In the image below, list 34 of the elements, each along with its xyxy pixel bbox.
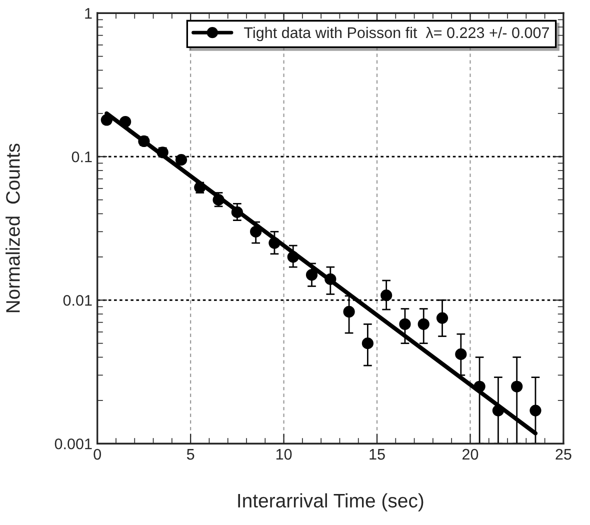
point: [120, 116, 132, 128]
y-tick-label: 0.01: [63, 294, 92, 306]
point: [324, 273, 336, 285]
point: [175, 154, 188, 166]
y-axis-title: Normalized Counts: [6, 144, 20, 312]
point: [268, 237, 280, 249]
x-tick-label: 10: [276, 448, 292, 460]
point: [418, 318, 430, 330]
point: [287, 251, 299, 263]
point: [343, 306, 355, 318]
point: [231, 206, 243, 218]
y-tick-label: 0.1: [72, 151, 92, 162]
x-tick-label: 20: [462, 448, 478, 460]
point: [455, 348, 467, 360]
point: [530, 404, 542, 416]
legend-label: Tight data with Poisson fit λ= 0.223 +/- 0.007: [244, 26, 549, 42]
point: [362, 338, 374, 350]
x-axis-title: Interarrival Time (sec): [238, 493, 424, 512]
x-tick-label: 15: [370, 449, 385, 460]
point: [492, 404, 504, 416]
point: [436, 312, 448, 324]
point: [250, 226, 262, 238]
x-tick-label: 25: [556, 448, 572, 460]
point: [511, 380, 523, 392]
point: [138, 135, 150, 148]
x-tick-label: 0: [94, 448, 101, 460]
point: [100, 114, 112, 126]
y-tick-label: 1: [85, 8, 92, 19]
point: [380, 290, 392, 302]
point: [306, 269, 318, 281]
y-tick-label: 0.001: [54, 438, 92, 450]
point: [474, 380, 486, 392]
x-tick-label: 5: [186, 449, 194, 460]
point: [399, 318, 411, 330]
